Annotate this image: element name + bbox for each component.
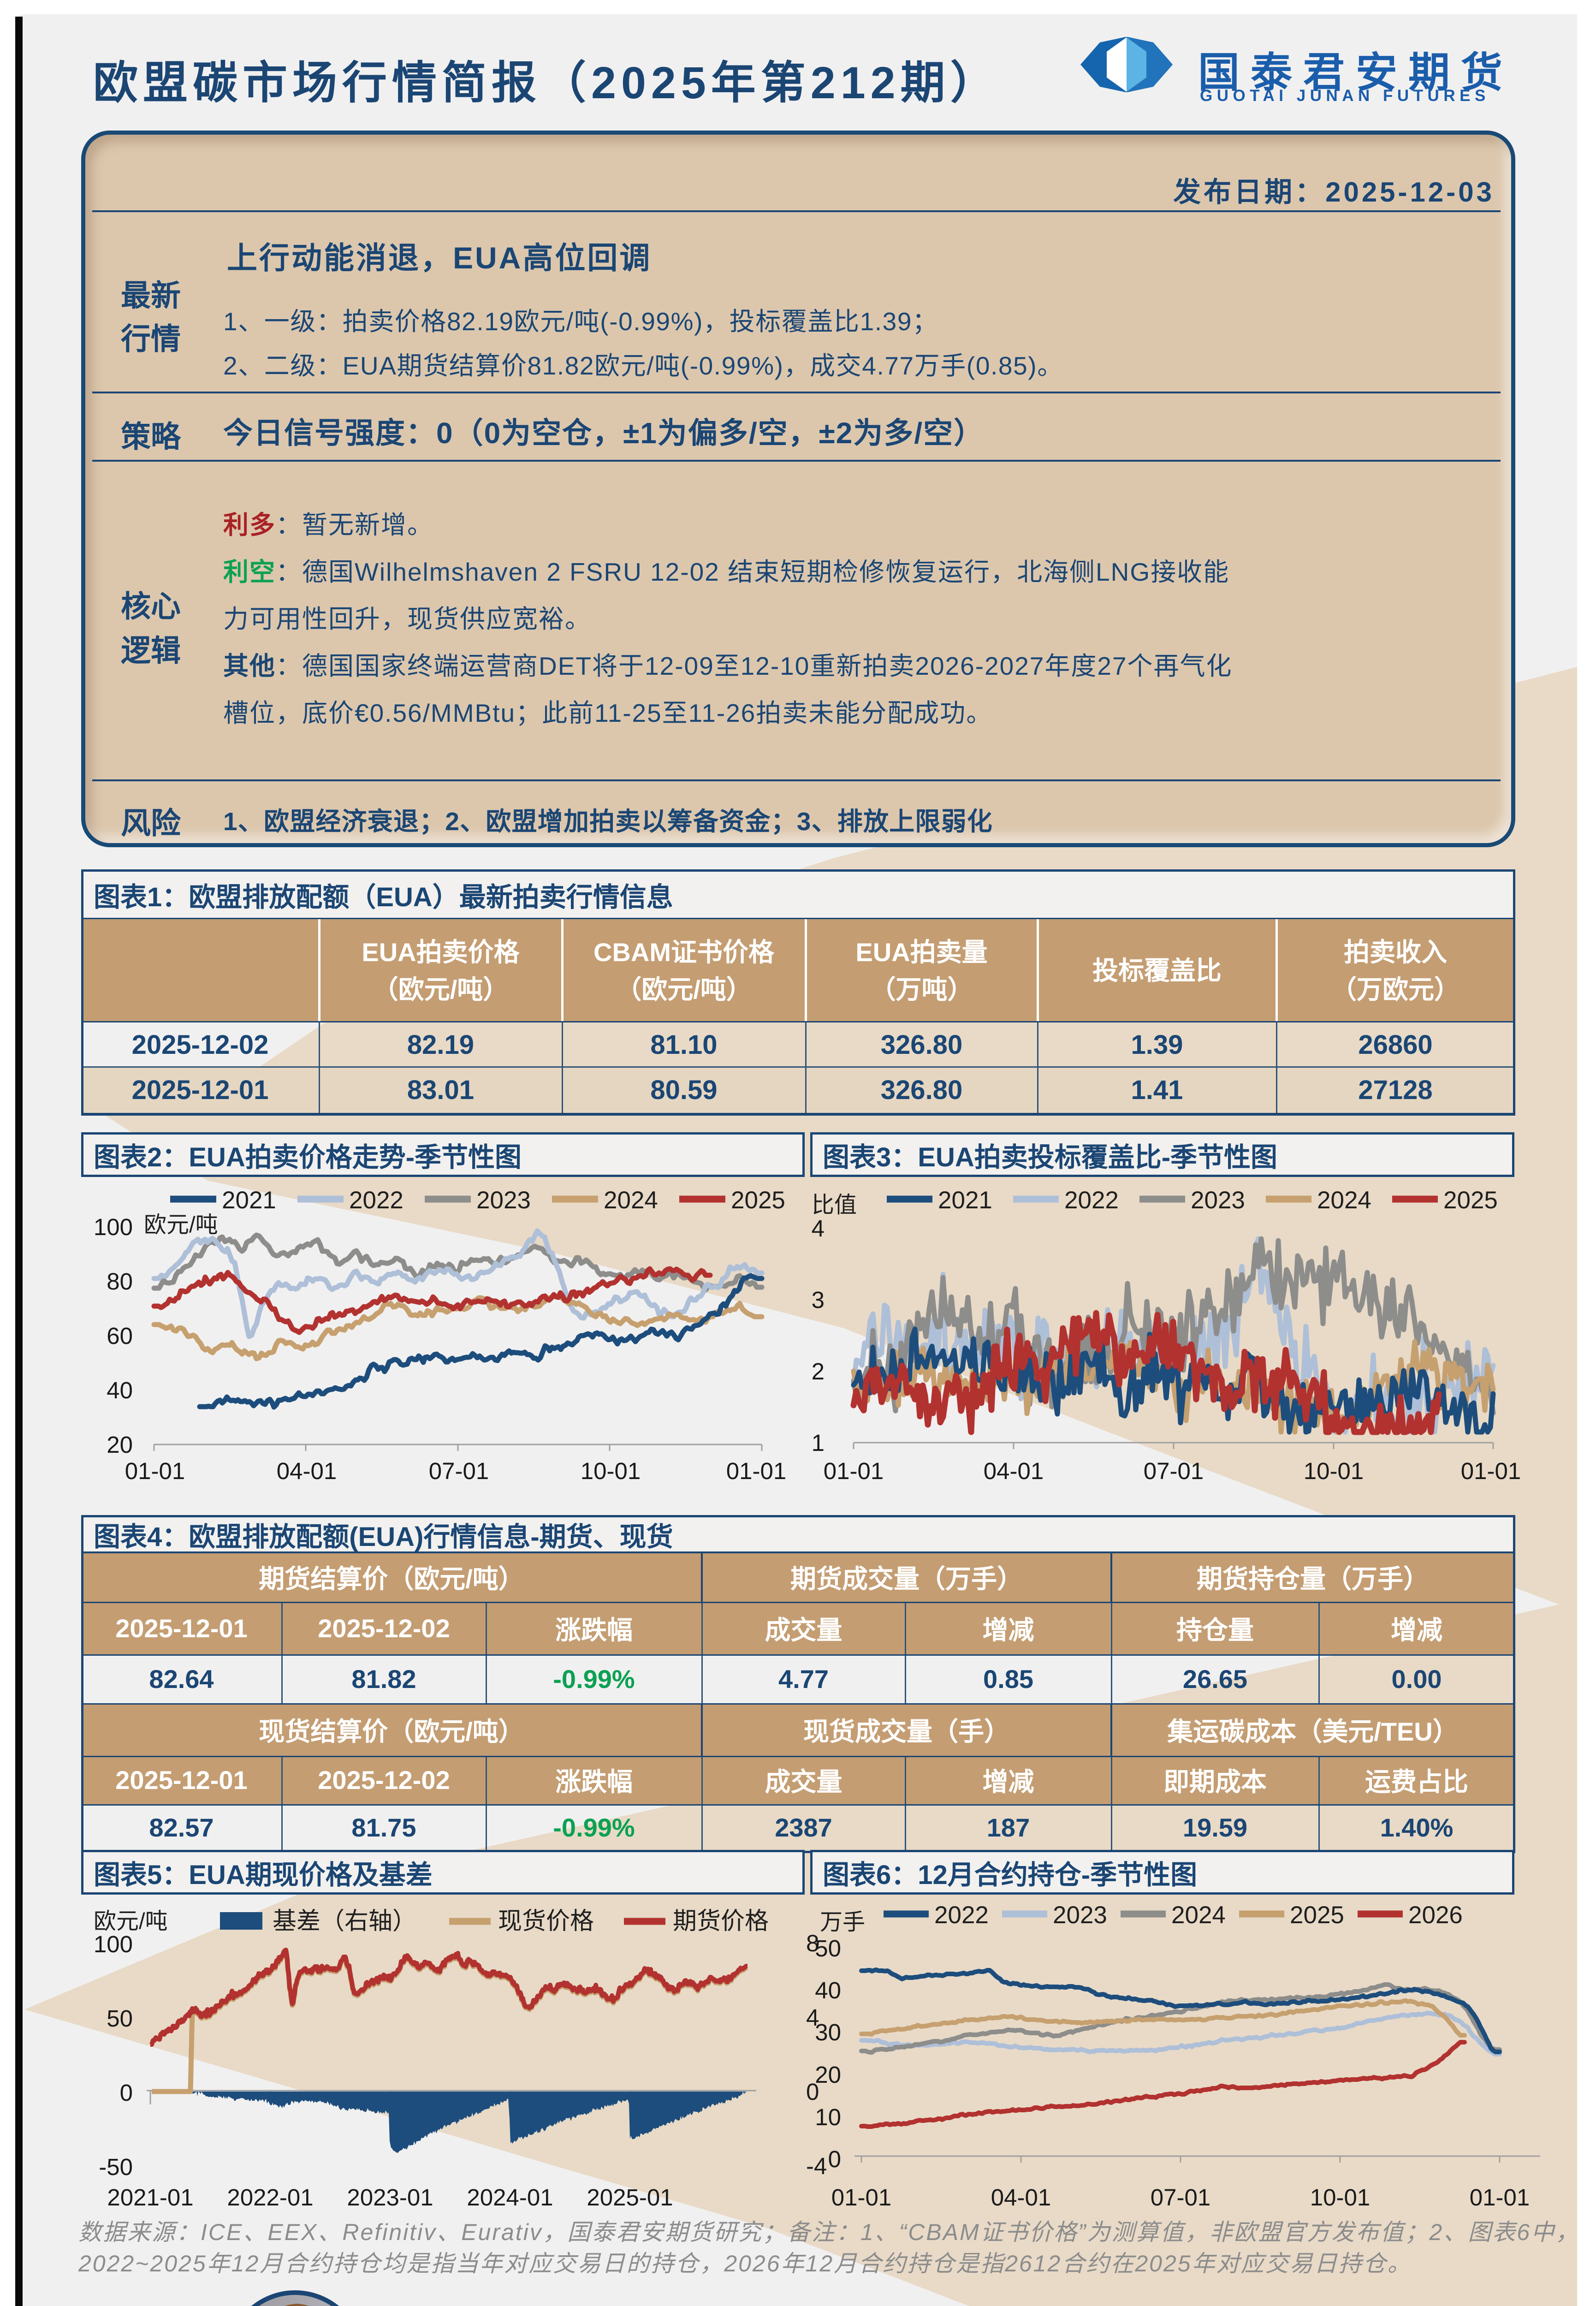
svg-text:8: 8 (806, 1930, 819, 1956)
svg-text:04-01: 04-01 (984, 1458, 1044, 1484)
svg-text:10-01: 10-01 (1304, 1458, 1364, 1484)
svg-text:2023: 2023 (1191, 1187, 1245, 1214)
svg-text:2022-01: 2022-01 (227, 2184, 313, 2211)
svg-text:40: 40 (815, 1977, 841, 2003)
svg-text:2021: 2021 (938, 1187, 992, 1214)
svg-text:10-01: 10-01 (581, 1458, 641, 1484)
svg-text:07-01: 07-01 (429, 1458, 489, 1484)
svg-text:2025: 2025 (1443, 1187, 1498, 1214)
svg-text:2022: 2022 (1064, 1187, 1119, 1214)
svg-text:2023-01: 2023-01 (347, 2184, 433, 2211)
svg-text:2024: 2024 (1171, 1902, 1226, 1929)
svg-text:2024-01: 2024-01 (467, 2184, 553, 2211)
svg-text:80: 80 (107, 1268, 133, 1295)
svg-text:0: 0 (828, 2146, 841, 2172)
svg-text:0: 0 (806, 2079, 819, 2105)
svg-text:0: 0 (120, 2080, 133, 2106)
svg-text:04-01: 04-01 (277, 1458, 337, 1484)
svg-text:1: 1 (812, 1430, 825, 1456)
svg-text:2024: 2024 (1317, 1187, 1371, 1214)
svg-text:20: 20 (815, 2062, 841, 2088)
svg-text:01-01: 01-01 (824, 1458, 884, 1484)
svg-text:比值: 比值 (812, 1193, 857, 1218)
svg-text:2025-01: 2025-01 (587, 2184, 673, 2211)
svg-text:欧元/吨: 欧元/吨 (144, 1212, 218, 1237)
svg-text:07-01: 07-01 (1144, 1458, 1204, 1484)
svg-text:3: 3 (812, 1287, 825, 1313)
svg-text:2025: 2025 (731, 1187, 785, 1214)
svg-text:01-01: 01-01 (831, 2184, 891, 2211)
svg-text:01-01: 01-01 (726, 1458, 786, 1484)
svg-text:30: 30 (815, 2019, 841, 2045)
svg-text:2024: 2024 (604, 1187, 658, 1214)
svg-text:2023: 2023 (1053, 1902, 1107, 1929)
svg-text:2021-01: 2021-01 (107, 2184, 193, 2211)
svg-text:50: 50 (107, 2005, 133, 2032)
svg-text:50: 50 (815, 1935, 841, 1961)
svg-text:欧元/吨: 欧元/吨 (94, 1909, 168, 1934)
svg-text:20: 20 (107, 1432, 133, 1458)
svg-text:01-01: 01-01 (1461, 1458, 1521, 1484)
svg-text:01-01: 01-01 (125, 1458, 185, 1484)
svg-text:100: 100 (94, 1214, 133, 1240)
svg-text:07-01: 07-01 (1151, 2184, 1210, 2211)
svg-text:40: 40 (107, 1377, 133, 1403)
svg-text:4: 4 (812, 1215, 825, 1242)
svg-text:10: 10 (815, 2104, 841, 2130)
svg-text:10-01: 10-01 (1310, 2184, 1370, 2211)
svg-text:2025: 2025 (1290, 1902, 1344, 1929)
svg-text:基差（右轴）: 基差（右轴） (273, 1908, 416, 1935)
svg-text:2023: 2023 (476, 1187, 531, 1214)
svg-text:2: 2 (812, 1358, 825, 1385)
svg-text:-4: -4 (806, 2153, 827, 2179)
svg-text:4: 4 (806, 2004, 819, 2031)
svg-text:现货价格: 现货价格 (498, 1908, 594, 1935)
svg-text:2021: 2021 (222, 1187, 276, 1214)
svg-text:-50: -50 (99, 2154, 133, 2180)
svg-text:04-01: 04-01 (991, 2184, 1051, 2211)
svg-text:2022: 2022 (934, 1902, 989, 1929)
svg-text:2026: 2026 (1408, 1902, 1463, 1929)
svg-text:万手: 万手 (820, 1910, 865, 1935)
svg-text:01-01: 01-01 (1470, 2184, 1530, 2211)
svg-text:2022: 2022 (349, 1187, 403, 1214)
svg-text:60: 60 (107, 1323, 133, 1349)
svg-text:100: 100 (94, 1931, 133, 1957)
svg-text:期货价格: 期货价格 (673, 1908, 769, 1935)
